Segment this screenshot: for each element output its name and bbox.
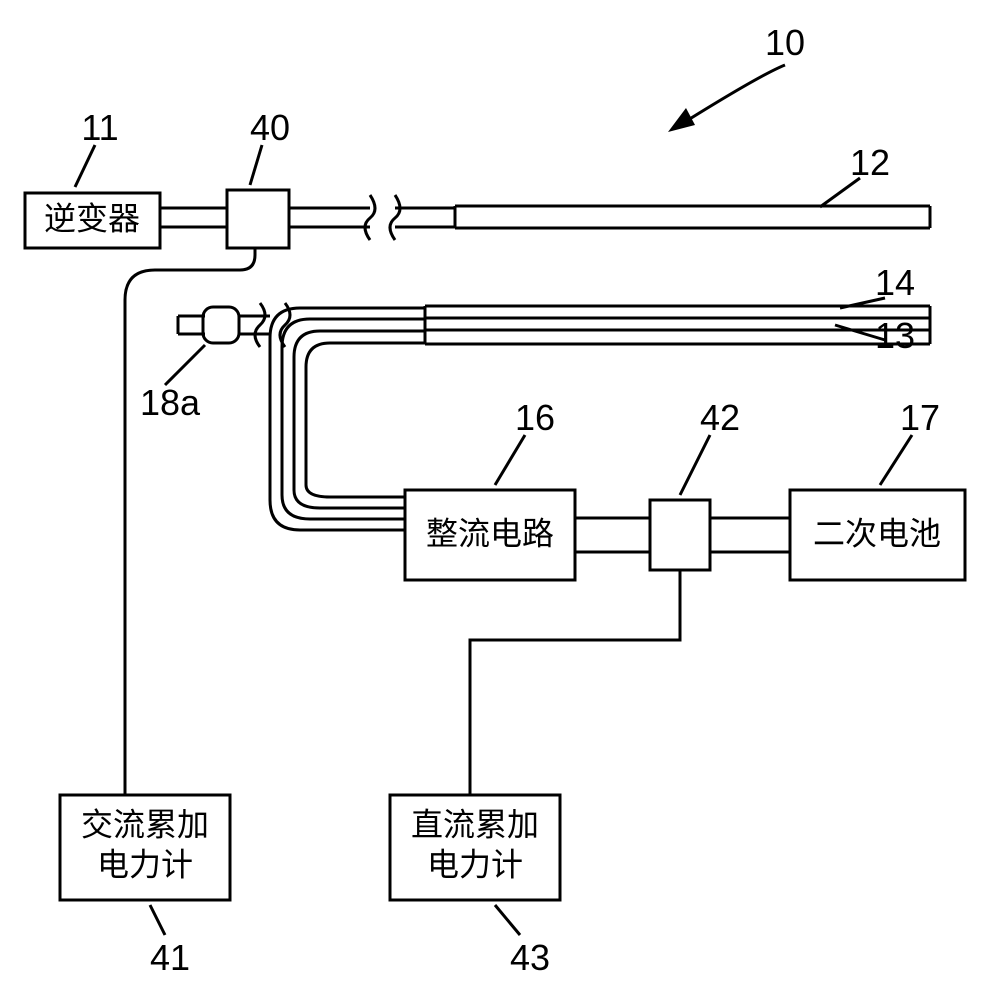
leader-18a xyxy=(165,345,205,385)
ref-18a: 18a xyxy=(140,382,201,423)
diagram-canvas: 10 逆变器 11 40 12 14 13 xyxy=(0,0,994,1000)
ref-41: 41 xyxy=(150,937,190,978)
dc-meter-l2: 电力计 xyxy=(427,846,523,882)
ref-12: 12 xyxy=(850,142,890,183)
ref-10: 10 xyxy=(765,22,805,63)
bundle-3 xyxy=(294,331,425,508)
ac-meter-l1: 交流累加 xyxy=(81,806,209,842)
ref-42: 42 xyxy=(700,397,740,438)
rectifier-label: 整流电路 xyxy=(426,515,554,551)
leader-41 xyxy=(150,905,165,935)
leader-43 xyxy=(495,905,520,935)
sensor-40-box xyxy=(227,190,289,248)
leader-40 xyxy=(250,145,262,185)
ref-14: 14 xyxy=(875,262,915,303)
leader-11 xyxy=(75,145,95,187)
leader-17 xyxy=(880,435,912,485)
break-mid-1 xyxy=(255,303,265,347)
ref-13: 13 xyxy=(875,315,915,356)
break-top-2 xyxy=(390,195,400,240)
inverter-label: 逆变器 xyxy=(44,200,140,236)
ref-43: 43 xyxy=(510,937,550,978)
sensor-42-box xyxy=(650,500,710,570)
ref-11: 11 xyxy=(81,107,118,148)
leader-42 xyxy=(680,435,710,495)
dc-meter-l1: 直流累加 xyxy=(411,806,539,842)
leader-16 xyxy=(495,435,525,485)
battery-label: 二次电池 xyxy=(813,515,941,551)
ref-40: 40 xyxy=(250,107,290,148)
break-top-1 xyxy=(365,195,375,240)
bundle-4 xyxy=(306,343,425,497)
ac-meter-l2: 电力计 xyxy=(97,846,193,882)
ref-17: 17 xyxy=(900,397,940,438)
ref-16: 16 xyxy=(515,397,555,438)
main-ref-arrow: 10 xyxy=(668,22,805,132)
wire-42-to-43 xyxy=(470,570,680,795)
